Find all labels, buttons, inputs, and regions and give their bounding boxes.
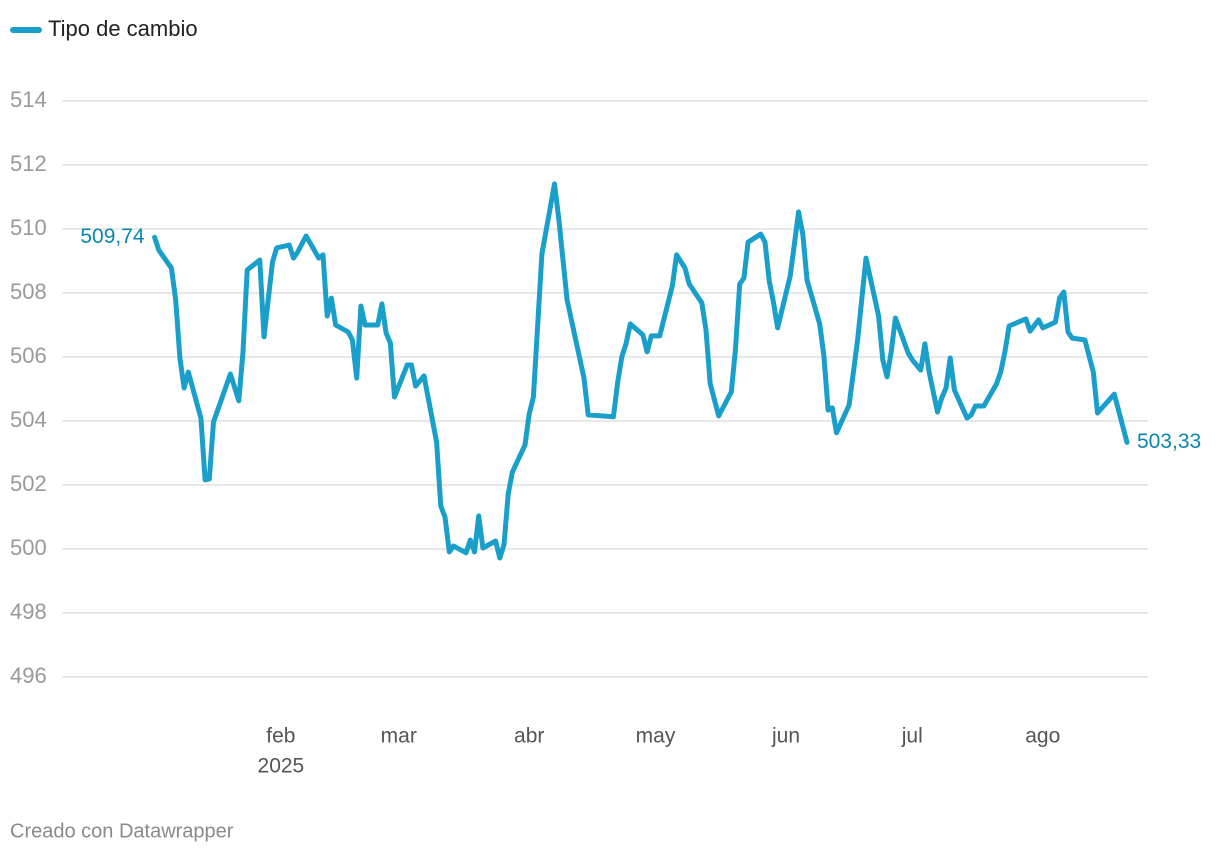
x-tick-label: abr (514, 725, 544, 748)
y-tick-label: 500 (10, 535, 47, 560)
y-tick-label: 506 (10, 343, 47, 368)
value-label: 503,33 (1137, 430, 1201, 453)
y-tick-label: 496 (10, 663, 47, 688)
footer: Creado con Datawrapper (10, 820, 234, 842)
x-tick-label: ago (1025, 725, 1060, 748)
y-tick-label: 508 (10, 279, 47, 304)
y-tick-label: 498 (10, 599, 47, 624)
legend-label: Tipo de cambio (48, 16, 198, 41)
y-tick-label: 512 (10, 151, 47, 176)
x-tick-label: jul (901, 725, 923, 748)
y-tick-label: 502 (10, 471, 47, 496)
x-year-label: 2025 (258, 755, 305, 778)
line (152, 181, 1130, 561)
y-tick-label: 514 (10, 87, 47, 112)
x-tick-label: feb (266, 725, 295, 748)
x-tick-label: jun (771, 725, 800, 748)
x-tick-label: may (636, 725, 676, 748)
y-tick-label: 510 (10, 215, 47, 240)
value-label: 509,74 (80, 225, 145, 248)
y-tick-label: 504 (10, 407, 47, 432)
x-tick-label: mar (381, 725, 417, 748)
